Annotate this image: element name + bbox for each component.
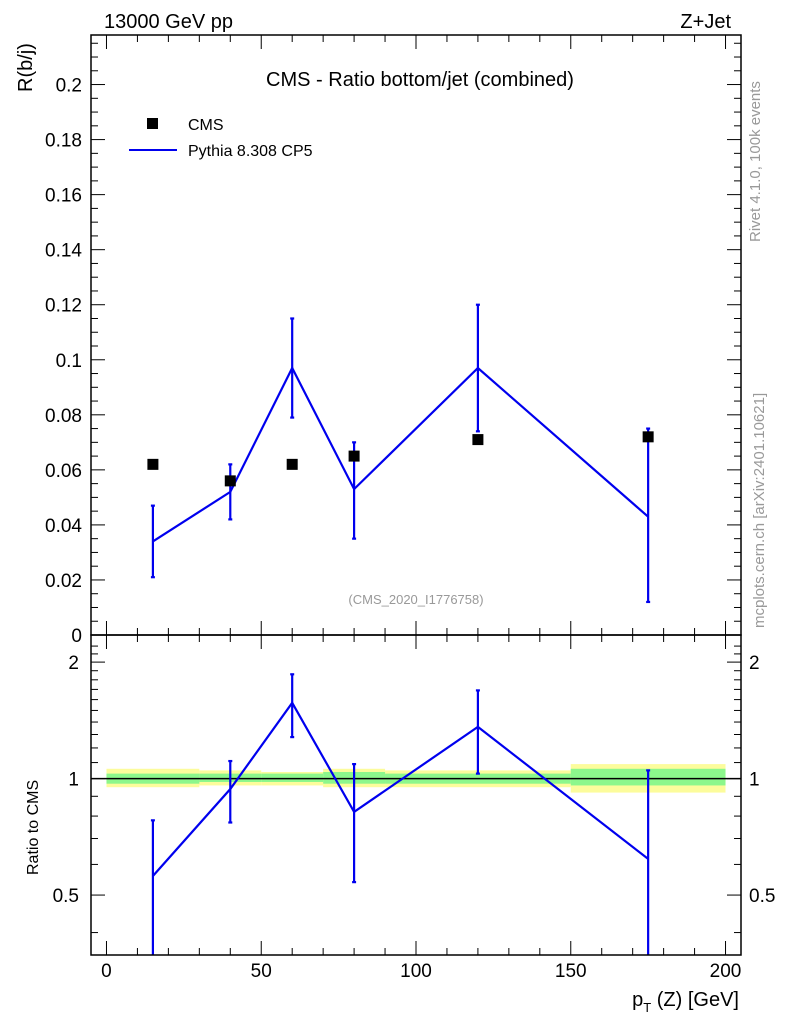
x-tick-label: 100 xyxy=(400,961,432,982)
upper-y-tick-labels: 0 0.02 0.04 0.06 0.08 0.1 0.12 0.14 0.16 0.18 0.2 xyxy=(45,76,82,647)
x-tick-label: 150 xyxy=(555,961,587,982)
cms-data-point xyxy=(642,431,654,443)
mcplots-label: mcplots.cern.ch [arXiv:2401.10621] xyxy=(751,393,768,628)
ratio-pythia-line xyxy=(152,700,649,877)
lower-y-tick-label: 2 xyxy=(68,653,79,674)
upper-y-tick-label: 0.02 xyxy=(45,571,82,592)
x-tick-labels: 0 50 100 150 200 xyxy=(101,961,741,982)
x-axis-label: pT (Z) [GeV] xyxy=(632,989,739,1015)
ratio-axis-label: Ratio to CMS xyxy=(25,780,42,875)
upper-y-tick-label: 0.14 xyxy=(45,241,82,262)
upper-y-tick-label: 0.06 xyxy=(45,461,82,482)
upper-y-tick-label: 0.04 xyxy=(45,516,82,537)
legend-marker-cms xyxy=(147,118,158,129)
analysis-id-annotation: (CMS_2020_I1776758) xyxy=(348,592,483,607)
chart-title: CMS - Ratio bottom/jet (combined) xyxy=(266,69,574,91)
upper-y-tick-label: 0.18 xyxy=(45,131,82,152)
lower-tick-marks xyxy=(91,635,741,955)
upper-y-tick-label: 0 xyxy=(71,626,82,647)
x-tick-label: 50 xyxy=(251,961,272,982)
upper-y-tick-label: 0.2 xyxy=(56,76,82,97)
header-process-label: Z+Jet xyxy=(680,11,731,33)
ratio-series-layer xyxy=(150,673,651,955)
upper-series-layer xyxy=(147,303,654,604)
upper-y-tick-label: 0.12 xyxy=(45,296,82,317)
lower-y-tick-label-right: 0.5 xyxy=(749,886,775,907)
x-tick-label: 0 xyxy=(101,961,112,982)
pythia-line xyxy=(152,365,649,543)
uncertainty-band-inner xyxy=(261,773,324,782)
upper-tick-marks xyxy=(91,35,741,636)
cms-data-point xyxy=(224,475,236,487)
upper-y-tick-label: 0.08 xyxy=(45,406,82,427)
upper-y-tick-label: 0.1 xyxy=(56,351,82,372)
lower-y-tick-label-right: 1 xyxy=(749,770,760,791)
upper-y-tick-label: 0.16 xyxy=(45,186,82,207)
legend-label-cms: CMS xyxy=(188,117,224,134)
y-axis-label: R(b/j) xyxy=(15,43,37,92)
ratio-panel: 0.5 0.5 1 1 2 2 0 50 100 150 200 Ratio to CMS pT … xyxy=(25,634,776,1015)
x-tick-label: 200 xyxy=(710,961,742,982)
cms-data-point xyxy=(348,450,360,462)
lower-y-tick-label: 1 xyxy=(68,770,79,791)
cms-data-point xyxy=(147,458,159,470)
cms-data-point xyxy=(286,458,298,470)
rivet-version-label: Rivet 4.1.0, 100k events xyxy=(747,81,764,242)
cms-data-point xyxy=(472,434,484,446)
lower-y-tick-labels: 0.5 0.5 1 1 2 2 xyxy=(53,653,776,907)
header-energy-label: 13000 GeV pp xyxy=(104,11,233,33)
legend-label-pythia: Pythia 8.308 CP5 xyxy=(188,143,313,160)
legend: CMS Pythia 8.308 CP5 xyxy=(129,117,313,160)
lower-y-tick-label-right: 2 xyxy=(749,653,760,674)
lower-y-tick-label: 0.5 xyxy=(53,886,79,907)
main-panel: 00.020.040.060.080.10.120.140.160.180.2 … xyxy=(15,34,742,647)
lower-frame xyxy=(90,634,742,956)
